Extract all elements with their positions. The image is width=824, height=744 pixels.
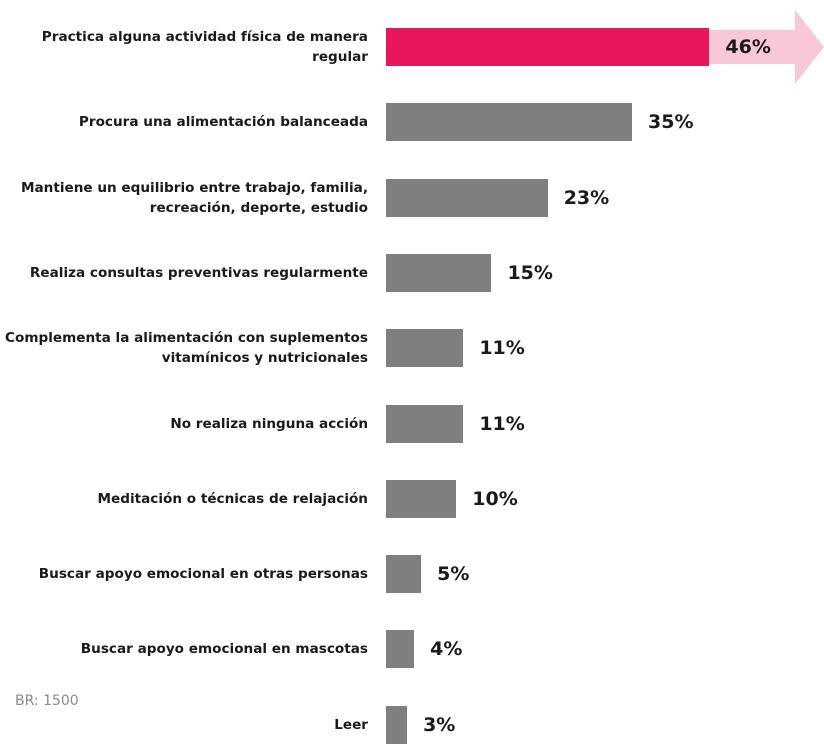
bar [386, 178, 548, 217]
value-label: 11% [479, 337, 525, 360]
value-label: 23% [563, 186, 610, 209]
base-note: BR: 1500 [15, 693, 79, 709]
category-label: Leer [334, 716, 368, 733]
bar [386, 479, 457, 518]
value-label: 35% [648, 111, 694, 134]
value-label: 15% [507, 261, 553, 284]
bar [386, 630, 415, 669]
bar [386, 404, 464, 443]
category-label: Mantiene un equilibrio entre trabajo, fa… [20, 179, 368, 216]
category-label: Procura una alimentación balanceada [78, 114, 368, 131]
category-label: No realiza ninguna acción [170, 415, 368, 432]
category-label: Meditación o técnicas de relajación [97, 490, 368, 507]
bar [386, 28, 710, 66]
value-label: 11% [479, 412, 525, 435]
category-label: Buscar apoyo emocional en otras personas [38, 566, 368, 583]
category-label: Buscar apoyo emocional en mascotas [80, 641, 368, 658]
highlight-arrow [700, 10, 824, 84]
bar [386, 103, 633, 142]
bar [386, 705, 408, 744]
category-label: Realiza consultas preventivas regularmen… [29, 264, 368, 281]
category-label: Complementa la alimentación con suplemen… [5, 330, 368, 367]
value-label: 5% [437, 563, 470, 586]
value-label: 46% [725, 36, 771, 58]
arrow-shape [700, 10, 824, 84]
category-label: Practica alguna actividad física de mane… [41, 29, 368, 65]
bar [386, 253, 492, 292]
bar [386, 329, 464, 368]
bar [386, 555, 422, 594]
value-label: 4% [430, 638, 463, 661]
value-label: 3% [423, 713, 456, 736]
value-label: 10% [472, 487, 518, 510]
